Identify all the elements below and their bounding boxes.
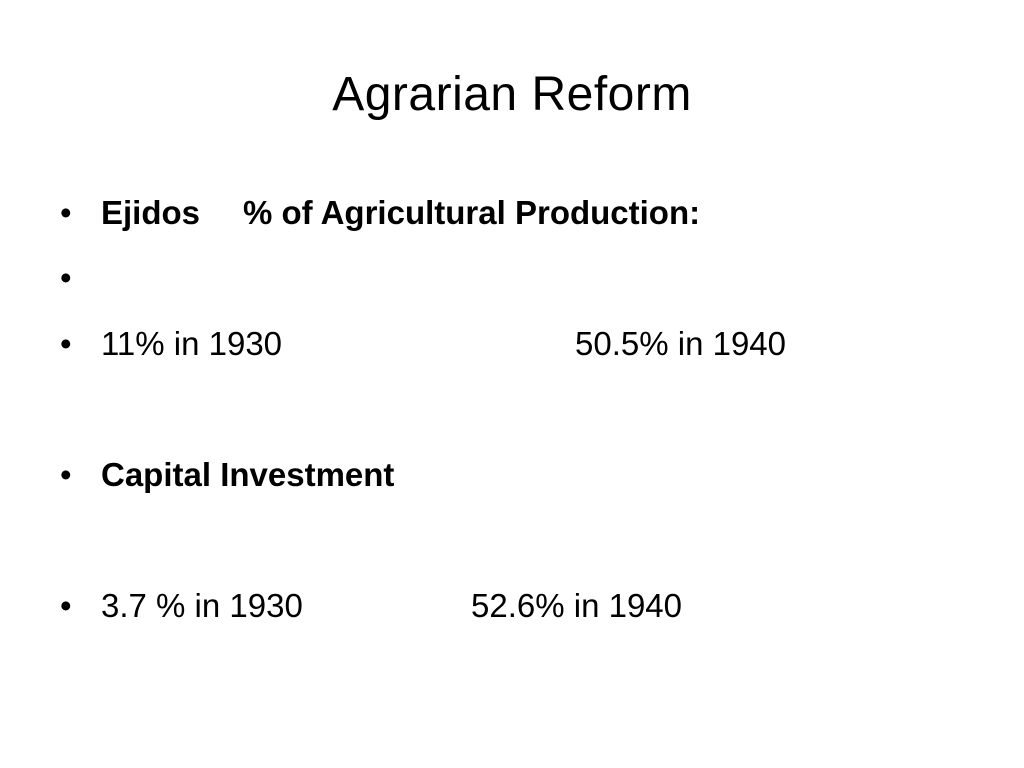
- slide-title: Agrarian Reform: [332, 68, 692, 121]
- bullet-icon: •: [60, 259, 72, 296]
- bullet-capital-investment: • Capital Investment: [60, 452, 960, 498]
- investment-1930: 3.7 % in 1930: [101, 587, 303, 624]
- bullet-icon: •: [60, 456, 72, 493]
- capital-investment-heading: Capital Investment: [101, 456, 395, 493]
- production-1940: 50.5% in 1940: [575, 325, 787, 362]
- bullet-empty: •: [60, 255, 960, 301]
- bullet-ejidos-label: Ejidos: [101, 194, 201, 231]
- bullet-icon: •: [60, 587, 72, 624]
- bullet-investment-values: • 3.7 % in 1930 52.6% in 1940: [60, 583, 960, 629]
- bullet-ejidos: • Ejidos % of Agricultural Production:: [60, 190, 960, 236]
- production-1930: 11% in 1930: [101, 325, 283, 362]
- bullet-production-values: • 11% in 1930 50.5% in 1940: [60, 321, 960, 367]
- bullet-icon: •: [60, 194, 72, 231]
- investment-1940: 52.6% in 1940: [471, 587, 683, 624]
- bullet-ejidos-heading: % of Agricultural Production:: [243, 194, 701, 231]
- bullet-icon: •: [60, 325, 72, 362]
